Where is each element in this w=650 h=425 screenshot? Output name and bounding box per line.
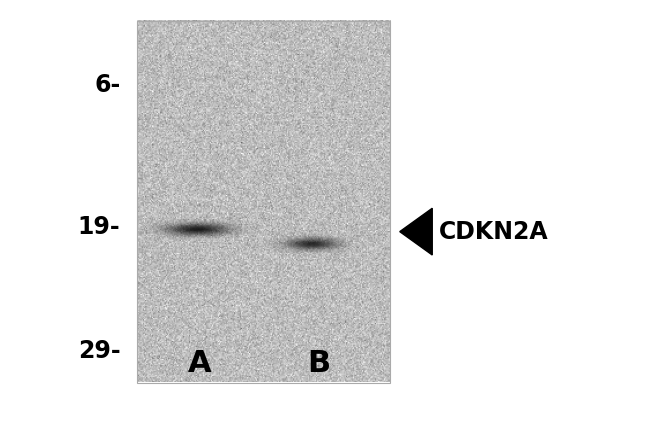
Text: 19-: 19- — [77, 215, 120, 239]
Text: 29-: 29- — [77, 339, 120, 363]
Text: B: B — [307, 349, 331, 378]
Polygon shape — [400, 208, 432, 255]
Text: CDKN2A: CDKN2A — [439, 220, 549, 244]
Text: 6-: 6- — [94, 73, 120, 97]
Bar — [136, 21, 390, 382]
Text: A: A — [188, 349, 212, 378]
